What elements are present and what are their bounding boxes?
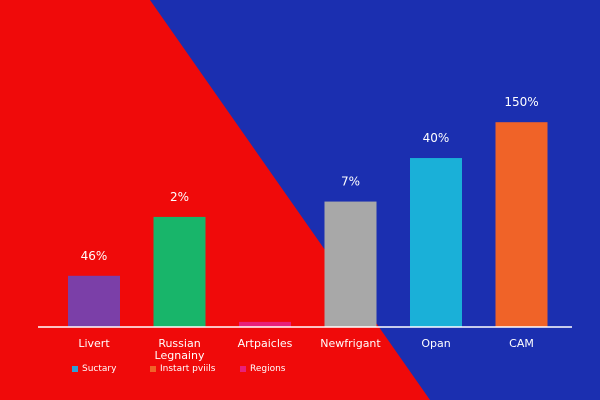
legend-swatch [240,366,246,372]
legend-label: Regions [250,364,286,374]
legend-item: Instart pviils [150,364,240,374]
legend-item: Regions [240,364,286,374]
legend-item: Suctary [72,364,150,374]
category-labels-group: Livert Russian Legnainy Artpaicles Newfrigan… [78,337,534,362]
category-label: Livert [78,337,110,350]
bar-value-label: 2% [170,190,189,204]
legend-swatch [72,366,78,372]
bar [239,321,291,327]
bar-value-label: 150% [504,95,538,109]
bar [153,216,206,327]
bar [324,201,377,327]
legend-label: Instart pviils [160,364,216,374]
category-label: Newfrigant [320,337,381,350]
bar [410,158,462,327]
bar-value-label: 7% [341,175,360,189]
bar-value-label: 46% [81,249,108,263]
category-label: Russian Legnainy [155,337,205,362]
legend-swatch [150,366,156,372]
category-label: Artpaicles [238,337,293,350]
category-label: CAM [509,337,534,350]
value-labels-group: 46% 2% 7% 40% 150% [81,95,539,263]
bar [68,275,120,327]
bars-group [68,122,548,327]
bar-value-label: 40% [423,131,450,145]
category-label: Opan [421,337,450,350]
legend-label: Suctary [82,364,117,374]
legend: Suctary Instart pviils Regions [72,364,286,374]
bar [495,122,548,327]
